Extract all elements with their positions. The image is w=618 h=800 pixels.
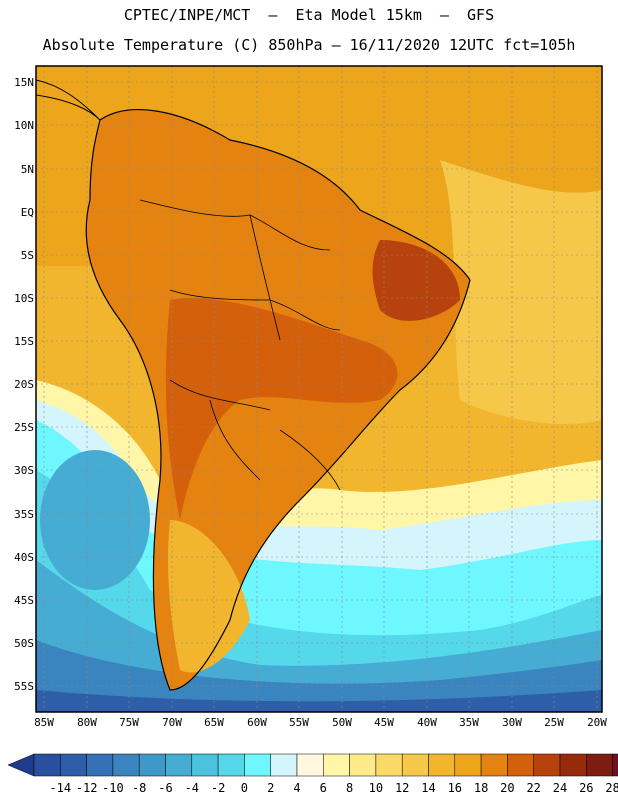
colorbar-cell [375, 753, 403, 777]
colorbar-label: 20 [500, 781, 515, 795]
colorbar-cell [349, 753, 377, 777]
colorbar-cell [165, 753, 193, 777]
colorbar-label: 24 [552, 781, 568, 795]
lon-label: 85W [34, 716, 54, 729]
lat-label: EQ [20, 206, 34, 219]
lat-label: 15N [14, 76, 34, 89]
field-patagonia [168, 520, 250, 673]
lon-label: 35W [459, 716, 479, 729]
map-title-line1: CPTEC/INPE/MCT – Eta Model 15km – GFS [123, 6, 495, 24]
colorbar-cell [480, 753, 508, 777]
colorbar-cell [217, 753, 245, 777]
colorbar-label: 8 [345, 781, 354, 795]
lat-label: 45S [14, 594, 34, 607]
colorbar-cell [401, 753, 429, 777]
colorbar-label: -8 [131, 781, 147, 795]
lon-label: 20W [587, 716, 607, 729]
colorbar-label: -10 [102, 781, 124, 795]
colorbar-label: 18 [473, 781, 489, 795]
colorbar-label: 12 [394, 781, 410, 795]
country-borders [139, 199, 341, 491]
colorbar-cell [191, 753, 219, 777]
lon-label: 75W [119, 716, 139, 729]
colorbar-label: -12 [75, 781, 98, 795]
colorbar-label: 14 [421, 781, 436, 795]
lat-label: 15S [14, 335, 34, 348]
colorbar-cell [86, 753, 114, 777]
field-northeast-hot [372, 240, 460, 321]
colorbar-cell [612, 753, 618, 777]
graticule [36, 66, 602, 712]
colorbar-label: 4 [293, 781, 301, 795]
colorbar-label: -4 [184, 781, 200, 795]
map-frame [35, 65, 603, 713]
lon-label: 55W [289, 716, 309, 729]
colorbar-label: 22 [526, 781, 541, 795]
lat-label: 10S [14, 292, 34, 305]
colorbar-cell [112, 753, 140, 777]
lat-label: 25S [14, 421, 34, 434]
colorbar-label: -14 [49, 781, 72, 795]
lat-label: 5N [20, 163, 34, 176]
colorbar-label: 26 [579, 781, 594, 795]
central-america-coast [36, 79, 101, 121]
lon-label: 80W [77, 716, 97, 729]
colorbar [7, 753, 618, 777]
colorbar-cell [428, 753, 456, 777]
colorbar-cell [559, 753, 587, 777]
colorbar-cell [138, 753, 166, 777]
colorbar-label: -6 [158, 781, 173, 795]
colorbar-label: 28 [605, 781, 618, 795]
colorbar-cell [296, 753, 324, 777]
lon-label: 60W [247, 716, 267, 729]
lon-label: 65W [204, 716, 224, 729]
lon-label: 40W [417, 716, 437, 729]
field-continent-hot [165, 298, 398, 520]
lat-label: 5S [20, 249, 34, 262]
colorbar-cell [586, 753, 613, 777]
field-atlantic-band [440, 160, 602, 424]
colorbar-cell [244, 753, 271, 777]
colorbar-label: 0 [240, 781, 248, 795]
lat-label: 10N [14, 119, 34, 132]
field-south-m4 [36, 640, 602, 712]
lon-label: 45W [374, 716, 394, 729]
colorbar-label: 10 [368, 781, 384, 795]
field-pacific-cold [40, 450, 150, 590]
colorbar-cell [270, 753, 298, 777]
colorbar-cell [60, 753, 87, 777]
lat-label: 35S [14, 508, 34, 521]
field-south-m8 [36, 690, 602, 712]
colorbar-label: -2 [210, 781, 226, 795]
lat-label: 40S [14, 551, 34, 564]
lon-label: 70W [162, 716, 182, 729]
lat-label: 50S [14, 637, 34, 650]
colorbar-end-low [7, 753, 35, 777]
lon-label: 50W [332, 716, 352, 729]
lon-label: 30W [502, 716, 522, 729]
lat-label: 30S [14, 464, 34, 477]
lon-label: 25W [544, 716, 564, 729]
colorbar-cell [323, 753, 350, 777]
lat-label: 55S [14, 680, 34, 693]
map-title-line2: Absolute Temperature (C) 850hPa – 16/11/… [42, 36, 576, 54]
colorbar-cell [533, 753, 561, 777]
colorbar-label: 16 [447, 781, 463, 795]
coastline [85, 109, 471, 691]
lat-label: 20S [14, 378, 34, 391]
colorbar-cell [454, 753, 482, 777]
colorbar-cell [33, 753, 61, 777]
colorbar-label: 6 [319, 781, 327, 795]
colorbar-label: 2 [267, 781, 275, 795]
colorbar-cell [507, 753, 534, 777]
